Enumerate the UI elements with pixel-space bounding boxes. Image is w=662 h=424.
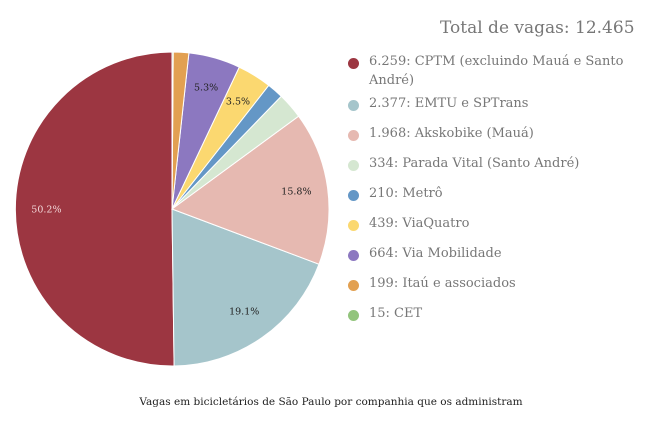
legend-item: 664: Via Mobilidade [348, 244, 648, 274]
chart-caption: Vagas em bicicletários de São Paulo por … [139, 396, 523, 408]
legend-item: 439: ViaQuatro [348, 214, 648, 244]
legend-label: 6.259: CPTM (excluindo Mauá e Santo Andr… [369, 54, 624, 88]
total-label: Total de vagas: 12.465 [440, 18, 635, 38]
legend-label: 439: ViaQuatro [369, 216, 470, 231]
legend-swatch [348, 58, 359, 69]
legend-swatch [348, 280, 359, 291]
legend-swatch [348, 220, 359, 231]
legend-item: 15: CET [348, 304, 648, 334]
slice-percent-label: 50.2% [31, 204, 61, 215]
legend-label: 2.377: EMTU e SPTrans [369, 96, 529, 111]
legend-label: 1.968: Akskobike (Mauá) [369, 126, 534, 141]
legend-item: 210: Metrô [348, 184, 648, 214]
pie-slice [14, 51, 175, 367]
slice-percent-label: 5.3% [194, 83, 218, 94]
pie-slice [171, 51, 174, 210]
legend: 6.259: CPTM (excluindo Mauá e Santo Andr… [348, 52, 648, 334]
slice-percent-label: 19.1% [229, 306, 259, 317]
legend-item: 199: Itaú e associados [348, 274, 648, 304]
pie-slice [170, 115, 330, 265]
legend-swatch [348, 160, 359, 171]
legend-item: 6.259: CPTM (excluindo Mauá e Santo Andr… [348, 52, 648, 94]
legend-swatch [348, 130, 359, 141]
legend-item: 2.377: EMTU e SPTrans [348, 94, 648, 124]
slice-percent-label: 3.5% [226, 97, 250, 108]
legend-swatch [348, 250, 359, 261]
legend-label: 210: Metrô [369, 186, 443, 201]
legend-item: 334: Parada Vital (Santo André) [348, 154, 648, 184]
pie-slice [171, 208, 320, 367]
slice-percent-label: 15.8% [281, 186, 311, 197]
legend-label: 15: CET [369, 306, 423, 321]
legend-swatch [348, 310, 359, 321]
legend-swatch [348, 190, 359, 201]
legend-label: 199: Itaú e associados [369, 276, 516, 291]
legend-swatch [348, 100, 359, 111]
legend-label: 664: Via Mobilidade [369, 246, 502, 261]
legend-item: 1.968: Akskobike (Mauá) [348, 124, 648, 154]
legend-label: 334: Parada Vital (Santo André) [369, 156, 580, 171]
